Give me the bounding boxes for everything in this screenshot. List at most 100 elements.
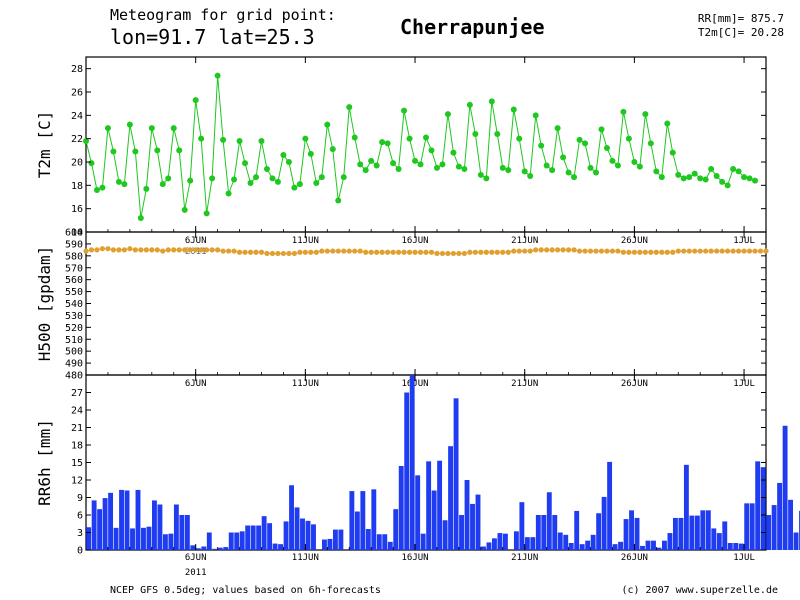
geopotential-point [533, 247, 539, 253]
location-name: Cherrapunjee [400, 15, 545, 39]
precip-bar [294, 507, 300, 550]
temperature-point [291, 184, 298, 191]
geopotential-point [368, 249, 374, 255]
temperature-point [730, 166, 737, 172]
geopotential-point [160, 248, 166, 254]
temperature-point [148, 125, 155, 132]
geopotential-point [565, 247, 572, 253]
x-tick-label: 21JUN [511, 236, 538, 246]
precip-bar [524, 537, 530, 550]
precip-bar [239, 531, 245, 550]
geopotential-point [703, 248, 709, 254]
temperature-point [587, 164, 594, 171]
temperature-point [104, 125, 111, 132]
geopotential-point [582, 248, 588, 254]
temperature-point [121, 181, 128, 188]
x-tick-label: 21JUN [511, 553, 538, 563]
temperature-point [680, 175, 687, 182]
y-tick-label: 9 [77, 493, 83, 504]
temperature-point [455, 163, 462, 170]
temperature-point [198, 135, 205, 142]
temperature-point [214, 72, 221, 79]
geopotential-point [127, 246, 133, 252]
temperature-point [516, 135, 523, 142]
precip-bar [349, 491, 355, 550]
precip-bar [289, 485, 294, 550]
precip-bar [300, 518, 305, 550]
x-tick-label: 1JUL [733, 553, 755, 563]
precip-bar [234, 532, 240, 550]
geopotential-point [352, 248, 358, 254]
precip-bar [283, 521, 289, 550]
temperature-point [461, 166, 468, 172]
precip-bar [645, 540, 651, 550]
x-tick-label: 16JUN [401, 379, 428, 389]
temperature-point [702, 176, 709, 183]
geopotential-point [489, 249, 495, 255]
precip-bar [733, 543, 739, 550]
geopotential-point [494, 249, 500, 255]
precip-bar [678, 517, 684, 550]
precip-bar [694, 515, 700, 550]
temperature-point [154, 147, 161, 154]
y-tick-label: 16 [71, 204, 83, 215]
geopotential-point [434, 250, 440, 257]
temperature-point [253, 174, 259, 181]
precip-bar [223, 547, 229, 550]
geopotential-point [182, 247, 188, 253]
geopotential-point [653, 249, 659, 255]
temperature-point [406, 135, 413, 142]
precip-bar [788, 499, 794, 550]
y-tick-label: 580 [65, 251, 83, 262]
precip-bar [119, 489, 124, 550]
x-tick-label: 16JUN [401, 553, 428, 563]
x-tick-label: 6JUN [185, 236, 207, 246]
precip-bar [470, 503, 475, 550]
precip-bar [530, 537, 536, 550]
precip-bar [738, 543, 744, 550]
precip-bar [629, 510, 634, 550]
geopotential-point [456, 250, 462, 257]
precip-bar [97, 509, 103, 550]
temperature-point [269, 175, 276, 182]
temperature-point [746, 175, 753, 182]
temperature-point [598, 126, 605, 133]
temperature-point [313, 180, 320, 186]
temperature-point [324, 121, 331, 128]
precip-bar [442, 520, 448, 550]
geopotential-point [708, 248, 714, 254]
y-tick-label: 18 [71, 181, 83, 192]
geopotential-point [626, 249, 632, 255]
geopotential-point [549, 247, 555, 253]
temperature-point [593, 169, 599, 176]
x-tick-label: 11JUN [292, 379, 319, 389]
y-tick-label: 27 [71, 388, 83, 399]
temperature-point [296, 181, 303, 188]
temperature-point [560, 154, 567, 161]
precip-bar [124, 490, 130, 550]
x-tick-label: 11JUN [292, 236, 319, 246]
geopotential-point [527, 248, 533, 254]
precip-bar [102, 498, 108, 550]
geopotential-point [346, 248, 352, 254]
temperature-point [466, 101, 473, 108]
precip-bar [541, 515, 547, 550]
temperature-point [472, 131, 479, 137]
geopotential-point [483, 249, 489, 255]
geopotential-point [264, 250, 270, 257]
temperature-point [335, 197, 342, 204]
precip-bar [744, 503, 750, 550]
geopotential-point [461, 250, 467, 257]
precip-bar [360, 491, 366, 550]
geopotential-point [467, 249, 473, 255]
temperature-point [565, 169, 572, 176]
precip-bar [108, 492, 114, 550]
geopotential-point [83, 248, 89, 254]
temperature-point [658, 174, 665, 181]
geopotential-point [286, 250, 292, 257]
precip-bar [519, 502, 525, 550]
geopotential-point [165, 247, 171, 253]
temperature-point [274, 178, 281, 185]
geopotential-point [88, 247, 95, 253]
geopotential-point [763, 248, 769, 254]
